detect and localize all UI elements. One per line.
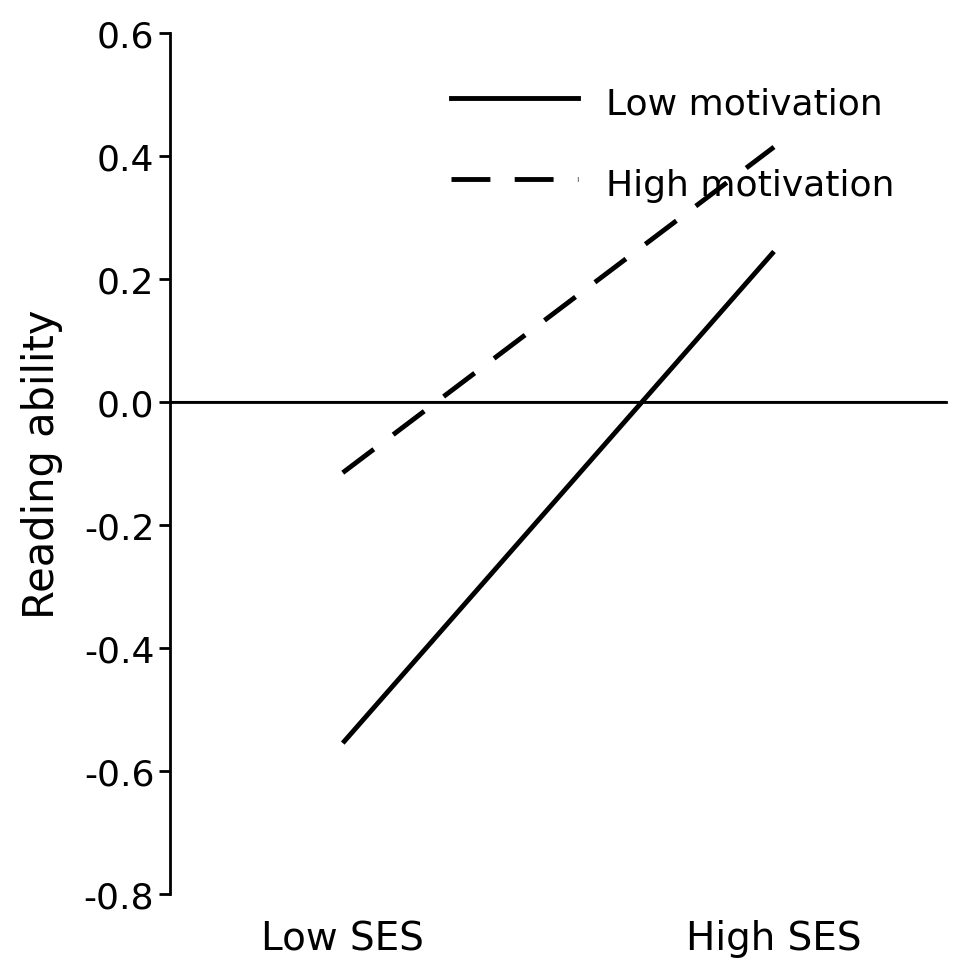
Text: High SES: High SES bbox=[686, 919, 862, 957]
Legend: Low motivation, High motivation: Low motivation, High motivation bbox=[436, 69, 909, 217]
Text: Low SES: Low SES bbox=[261, 919, 425, 957]
Y-axis label: Reading ability: Reading ability bbox=[21, 309, 63, 618]
